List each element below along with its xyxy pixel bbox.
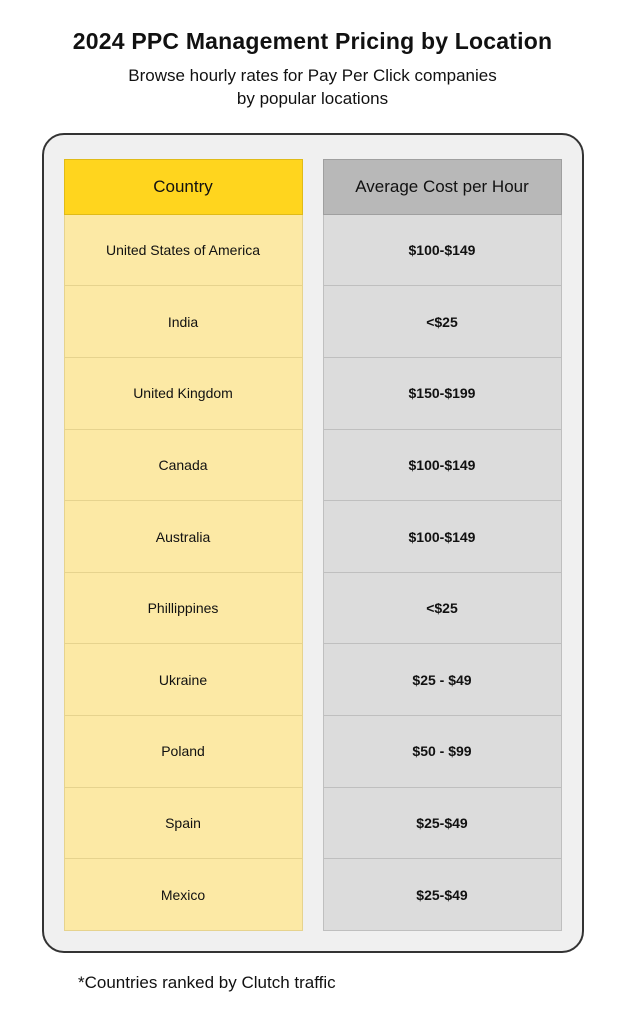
subtitle-line-1: Browse hourly rates for Pay Per Click co… — [128, 66, 496, 85]
page-subtitle: Browse hourly rates for Pay Per Click co… — [0, 65, 625, 111]
page-title: 2024 PPC Management Pricing by Location — [0, 28, 625, 55]
cost-cell: $150-$199 — [323, 358, 562, 430]
country-cell: Poland — [64, 716, 303, 788]
country-cell: Canada — [64, 430, 303, 502]
country-cell: India — [64, 286, 303, 358]
cost-column-header: Average Cost per Hour — [323, 159, 562, 215]
cost-cell: $25-$49 — [323, 859, 562, 931]
country-cell: Australia — [64, 501, 303, 573]
country-cell: Ukraine — [64, 644, 303, 716]
cost-cell: $100-$149 — [323, 501, 562, 573]
cost-cell: $25-$49 — [323, 788, 562, 860]
footnote: *Countries ranked by Clutch traffic — [78, 973, 625, 993]
pricing-card: Country United States of America India U… — [42, 133, 584, 953]
country-cell: Spain — [64, 788, 303, 860]
cost-cell: <$25 — [323, 573, 562, 645]
country-cell: Mexico — [64, 859, 303, 931]
subtitle-line-2: by popular locations — [237, 89, 388, 108]
cost-cell: $100-$149 — [323, 430, 562, 502]
cost-cell: <$25 — [323, 286, 562, 358]
country-column: Country United States of America India U… — [64, 159, 303, 931]
cost-cell: $25 - $49 — [323, 644, 562, 716]
cost-cell: $100-$149 — [323, 215, 562, 287]
country-cell: United Kingdom — [64, 358, 303, 430]
country-cell: Phillippines — [64, 573, 303, 645]
cost-cell: $50 - $99 — [323, 716, 562, 788]
country-cell: United States of America — [64, 215, 303, 287]
cost-column: Average Cost per Hour $100-$149 <$25 $15… — [323, 159, 562, 931]
country-column-header: Country — [64, 159, 303, 215]
